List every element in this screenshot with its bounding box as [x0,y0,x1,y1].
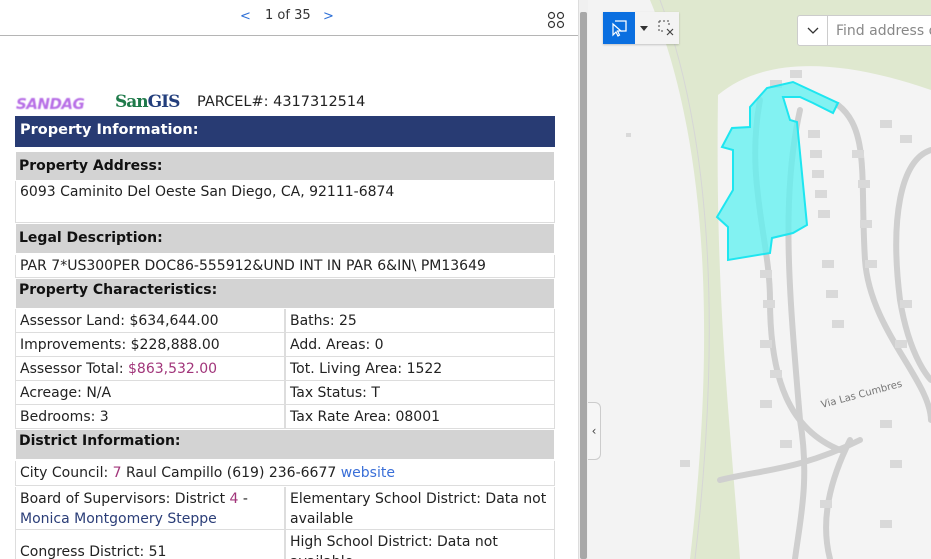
next-feature-button[interactable]: > [323,9,334,24]
property-info-header: Property Information: [15,116,555,147]
clear-selection-icon [658,20,674,36]
district-grid: Board of Supervisors: District 4 - Monica… [15,487,555,559]
baths: Baths: 25 [285,309,555,333]
map-canvas: Via Las Cumbres [626,0,931,559]
living-area: Tot. Living Area: 1522 [285,357,555,381]
grid-icon[interactable] [547,11,565,29]
elementary-school-district: Elementary School District: Data not ava… [285,487,555,530]
add-areas: Add. Areas: 0 [285,333,555,357]
tax-status: Tax Status: T [285,381,555,405]
legal-value: PAR 7*US300PER DOC86-555912&UND INT IN P… [15,255,555,278]
assessor-total: Assessor Total: $863,532.00 [15,357,285,381]
select-tool-dropdown[interactable] [635,12,653,44]
bedrooms: Bedrooms: 3 [15,405,285,429]
address-header: Property Address: [15,151,555,181]
sangis-logo: SanGIS [115,92,180,112]
map-view[interactable]: Via Las Cumbres [588,0,931,559]
feature-pager: 1 of 35 [265,8,311,23]
assessor-land: Assessor Land: $634,644.00 [15,309,285,333]
select-cursor-icon [612,20,627,37]
high-school-district: High School District: Data not available [285,530,555,559]
popup-panel: < 1 of 35 > SANDAG SanGIS PARCEL#: 43173… [0,0,578,559]
popup-header: < 1 of 35 > [0,0,578,36]
address-value: 6093 Caminito Del Oeste San Diego, CA, 9… [15,181,555,223]
board-of-supervisors: Board of Supervisors: District 4 - Monica… [15,487,285,530]
search-widget [797,15,931,46]
chevron-down-icon [807,27,818,34]
select-tool-button[interactable] [603,12,635,44]
property-table: Property Information: Property Address: … [15,116,555,559]
previous-feature-button[interactable]: < [240,9,251,24]
council-website-link[interactable]: website [340,465,395,481]
selected-parcel-highlight[interactable] [715,80,840,262]
clear-selection-button[interactable] [653,12,679,44]
tax-rate-area: Tax Rate Area: 08001 [285,405,555,429]
characteristics-grid: Assessor Land: $634,644.00 Baths: 25 Imp… [15,309,555,429]
selection-toolbar [603,12,679,44]
legal-header: Legal Description: [15,223,555,254]
improvements: Improvements: $228,888.00 [15,333,285,357]
scrollbar[interactable] [578,0,588,559]
parcel-number: PARCEL#: 4317312514 [197,94,366,110]
search-source-dropdown[interactable] [798,16,828,45]
characteristics-header: Property Characteristics: [15,278,555,309]
scrollbar-thumb[interactable] [580,12,587,559]
search-input[interactable] [828,16,931,45]
collapse-panel-button[interactable]: ‹ [588,402,601,460]
sandag-logo: SANDAG [16,95,85,113]
city-council: City Council: 7 Raul Campillo (619) 236-… [15,461,555,486]
chevron-left-icon: ‹ [591,424,597,438]
congress-district: Congress District: 51 [15,530,285,559]
acreage: Acreage: N/A [15,381,285,405]
caret-down-icon [640,25,648,31]
district-header: District Information: [15,429,555,460]
